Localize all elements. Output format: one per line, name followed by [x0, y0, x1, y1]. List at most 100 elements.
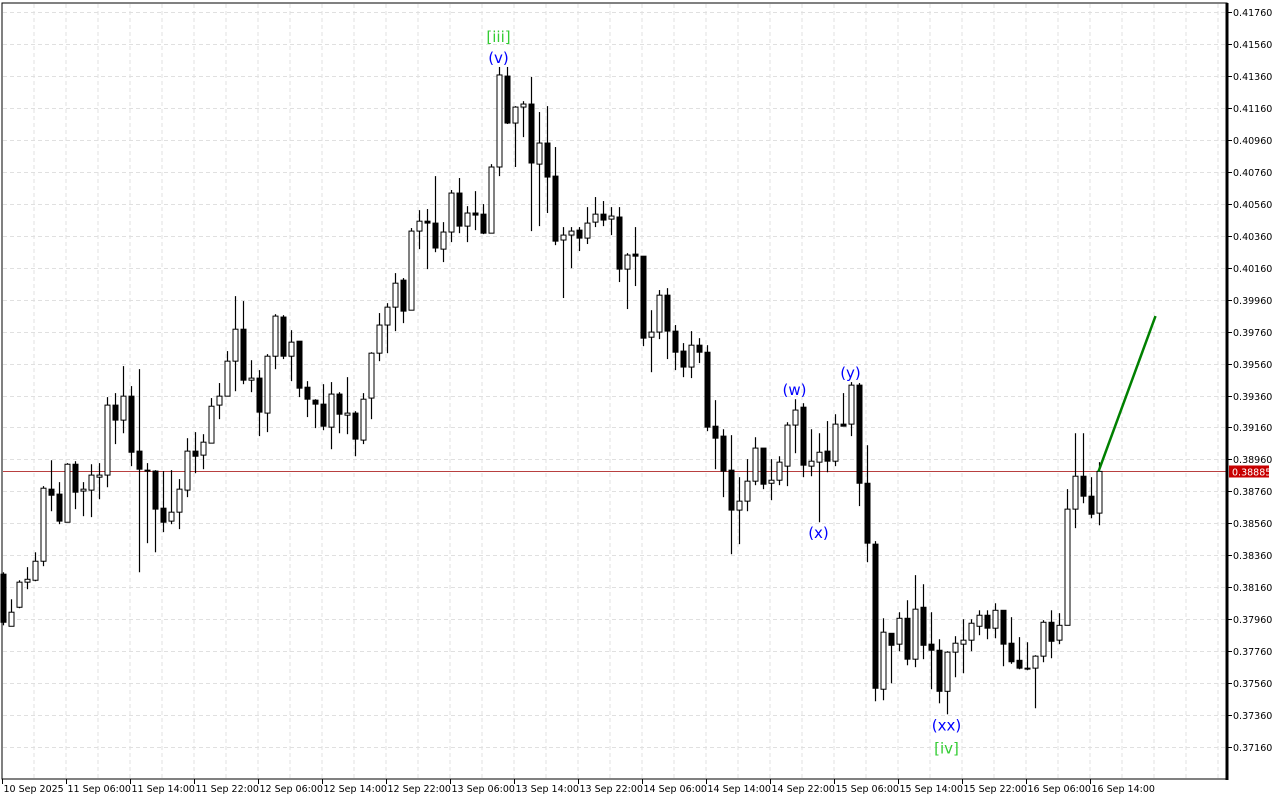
candle	[336, 392, 343, 434]
candle-body-bearish	[672, 330, 679, 353]
candle	[48, 460, 55, 512]
candle	[944, 651, 951, 715]
candle	[656, 290, 663, 340]
candle-body-bullish	[368, 352, 375, 399]
candle-body-bullish	[808, 460, 815, 467]
candle	[200, 434, 207, 470]
candle-body-bearish	[1088, 495, 1095, 515]
candle-body-bearish	[824, 450, 831, 462]
candle	[960, 619, 967, 674]
candle	[128, 386, 135, 467]
candle	[16, 580, 23, 609]
candle	[720, 429, 727, 498]
candle-body-bullish	[536, 142, 543, 165]
candle	[448, 190, 455, 243]
candle	[792, 399, 799, 454]
wave-label: (w)	[783, 381, 807, 399]
candle-body-bullish	[944, 651, 951, 692]
candle-body-bullish	[448, 192, 455, 233]
candle	[264, 354, 271, 433]
candle	[816, 433, 823, 523]
time-axis[interactable]: 10 Sep 2025 11 Sep 06:00 11 Sep 14:00 11 Se…	[2, 779, 1155, 795]
time-tick-label: 16 Sep 06:00	[1028, 784, 1091, 795]
time-tick-label: 13 Sep 06:00	[452, 784, 515, 795]
candle-body-bullish	[24, 578, 31, 583]
candle	[152, 470, 159, 553]
candle	[240, 301, 247, 385]
price-tick-label: 0.39560	[1233, 360, 1272, 371]
candle-body-bearish	[1024, 667, 1031, 670]
candle-body-bearish	[664, 294, 671, 332]
candle	[344, 377, 351, 435]
candle	[136, 369, 143, 573]
candle-body-bearish	[632, 253, 639, 257]
candle	[544, 106, 551, 214]
candle	[8, 599, 15, 627]
candle-body-bullish	[896, 617, 903, 645]
candle-body-bearish	[680, 350, 687, 368]
candle	[456, 178, 463, 234]
candle-body-bullish	[344, 412, 351, 416]
wave-label: (v)	[488, 49, 509, 67]
candle-body-bullish	[768, 479, 775, 484]
candle	[840, 393, 847, 427]
candle	[1040, 620, 1047, 663]
candle	[472, 191, 479, 231]
candle-body-bearish	[0, 573, 7, 623]
candle	[248, 360, 255, 393]
wave-label: (y)	[840, 364, 861, 382]
candle	[256, 370, 263, 437]
plot-frame	[1, 2, 1228, 780]
candle-body-bullish	[1064, 508, 1071, 626]
candle	[640, 255, 647, 347]
candle-body-bullish	[744, 480, 751, 502]
candle	[800, 403, 807, 478]
candle	[288, 330, 295, 382]
candle-body-bearish	[304, 386, 311, 400]
candle-body-bullish	[168, 511, 175, 522]
candle-body-bullish	[384, 306, 391, 326]
candle-body-bearish	[504, 75, 511, 124]
candle	[584, 207, 591, 245]
time-tick-label: 10 Sep 2025	[4, 784, 64, 795]
candle-body-bearish	[192, 450, 199, 457]
candle-body-bearish	[56, 493, 63, 522]
candle	[496, 66, 503, 177]
candle	[424, 209, 431, 270]
time-tick-label: 11 Sep 22:00	[196, 784, 259, 795]
candle-body-bearish	[728, 469, 735, 511]
candle-body-bullish	[80, 488, 87, 492]
candle	[160, 471, 167, 533]
candle	[784, 422, 791, 487]
price-axis[interactable]: 0.41760 0.41560 0.41360 0.41160 0.40960 0.407…	[1228, 8, 1272, 754]
candle-body-bullish	[120, 395, 127, 421]
time-tick-label: 12 Sep 22:00	[388, 784, 451, 795]
candle-body-bullish	[104, 404, 111, 476]
candle	[536, 112, 543, 227]
candle-body-bearish	[864, 482, 871, 544]
candle	[360, 393, 367, 445]
candle-body-bullish	[272, 315, 279, 357]
candle-body-bullish	[992, 609, 999, 629]
candle-body-bullish	[488, 166, 495, 234]
candle-body-bearish	[1048, 621, 1055, 642]
candle-body-bearish	[256, 377, 263, 413]
candle	[888, 632, 895, 684]
time-tick-label: 11 Sep 06:00	[68, 784, 131, 795]
candle	[216, 383, 223, 420]
candle-body-bullish	[440, 231, 447, 250]
candle	[504, 66, 511, 125]
candle-body-bullish	[624, 254, 631, 270]
candle-body-bearish	[480, 213, 487, 234]
candle-body-bullish	[736, 500, 743, 511]
time-tick-label: 16 Sep 14:00	[1092, 784, 1155, 795]
candle	[1024, 642, 1031, 671]
candle-body-bearish	[600, 213, 607, 221]
candle-body-bullish	[648, 331, 655, 338]
candle-body-bearish	[528, 103, 535, 164]
candle	[920, 584, 927, 660]
candle	[776, 456, 783, 486]
candle-body-bearish	[1000, 609, 1007, 645]
price-tick-label: 0.38960	[1233, 455, 1272, 466]
